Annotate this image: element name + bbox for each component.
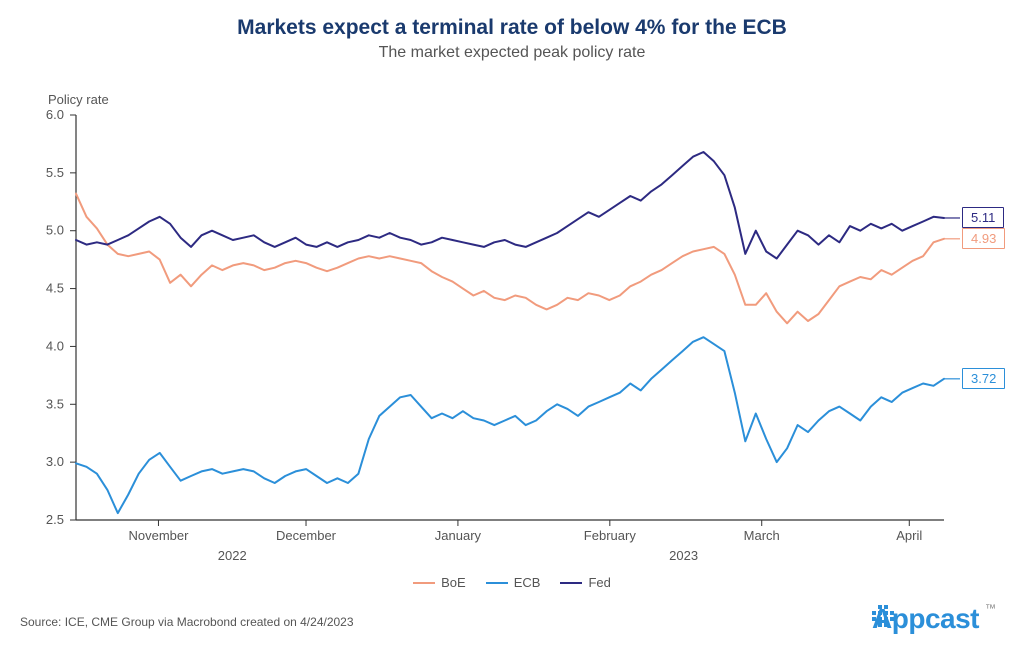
svg-text:February: February [584,528,637,543]
appcast-logo-icon [872,603,902,629]
chart-legend: BoE ECB Fed [0,572,1024,590]
series-ecb [76,337,944,513]
svg-text:4.0: 4.0 [46,338,64,353]
svg-text:November: November [128,528,189,543]
svg-text:2023: 2023 [669,548,698,563]
end-label-boe: 4.93 [962,228,1005,249]
end-label-fed: 5.11 [962,207,1004,228]
series-fed [76,152,944,259]
svg-text:December: December [276,528,337,543]
legend-item-boe: BoE [413,575,466,590]
svg-text:4.5: 4.5 [46,281,64,296]
svg-text:5.0: 5.0 [46,223,64,238]
chart-container: Markets expect a terminal rate of below … [0,0,1024,647]
legend-swatch [486,582,508,585]
svg-text:5.5: 5.5 [46,165,64,180]
series-boe [76,194,944,324]
source-text: Source: ICE, CME Group via Macrobond cre… [20,615,354,629]
trademark: ™ [985,603,996,615]
legend-label: BoE [441,575,466,590]
legend-swatch [413,582,435,585]
legend-swatch [560,582,582,585]
legend-label: Fed [588,575,610,590]
svg-text:March: March [744,528,780,543]
svg-text:2022: 2022 [218,548,247,563]
legend-label: ECB [514,575,541,590]
svg-text:3.5: 3.5 [46,396,64,411]
svg-text:January: January [435,528,482,543]
appcast-logo: Appcast ™ [872,603,996,635]
legend-item-fed: Fed [560,575,610,590]
svg-text:April: April [896,528,922,543]
line-chart: 2.5 3.0 3.5 4.0 4.5 5.0 5.5 6.0 November December… [0,0,1024,647]
svg-text:2.5: 2.5 [46,512,64,527]
legend-item-ecb: ECB [486,575,541,590]
svg-text:6.0: 6.0 [46,107,64,122]
svg-text:3.0: 3.0 [46,454,64,469]
end-label-ecb: 3.72 [962,368,1005,389]
